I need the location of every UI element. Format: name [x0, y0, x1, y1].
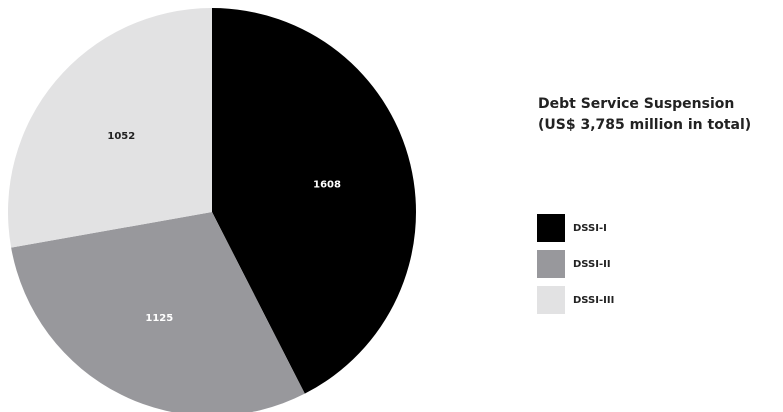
pie-slice-dssi-iii — [7, 8, 213, 248]
chart-title: Debt Service Suspension — [538, 96, 735, 112]
legend-label-dssi-ii: DSSI-II — [573, 258, 611, 270]
data-label-dssi-iii: 1052 — [107, 131, 135, 142]
legend-label-dssi-i: DSSI-I — [573, 222, 607, 234]
legend-item-dssi-i: DSSI-I — [537, 214, 614, 242]
legend-swatch-dssi-i — [537, 214, 565, 242]
pie-slice-dssi-ii — [11, 212, 305, 412]
pie-slice-dssi-i — [212, 8, 417, 394]
legend-label-dssi-iii: DSSI-III — [573, 294, 615, 306]
legend-swatch-dssi-ii — [537, 250, 565, 278]
legend-item-dssi-ii: DSSI-II — [537, 250, 614, 278]
data-label-dssi-i: 1608 — [313, 179, 341, 190]
data-label-dssi-ii: 1125 — [145, 313, 173, 324]
pie-chart: 1608 1125 1052 — [7, 8, 417, 412]
chart-subtitle: (US$ 3,785 million in total) — [538, 117, 752, 133]
chart-title-block: Debt Service Suspension (US$ 3,785 milli… — [538, 94, 783, 136]
legend-item-dssi-iii: DSSI-III — [537, 286, 614, 314]
legend: DSSI-I DSSI-II DSSI-III — [537, 214, 614, 322]
legend-swatch-dssi-iii — [537, 286, 565, 314]
